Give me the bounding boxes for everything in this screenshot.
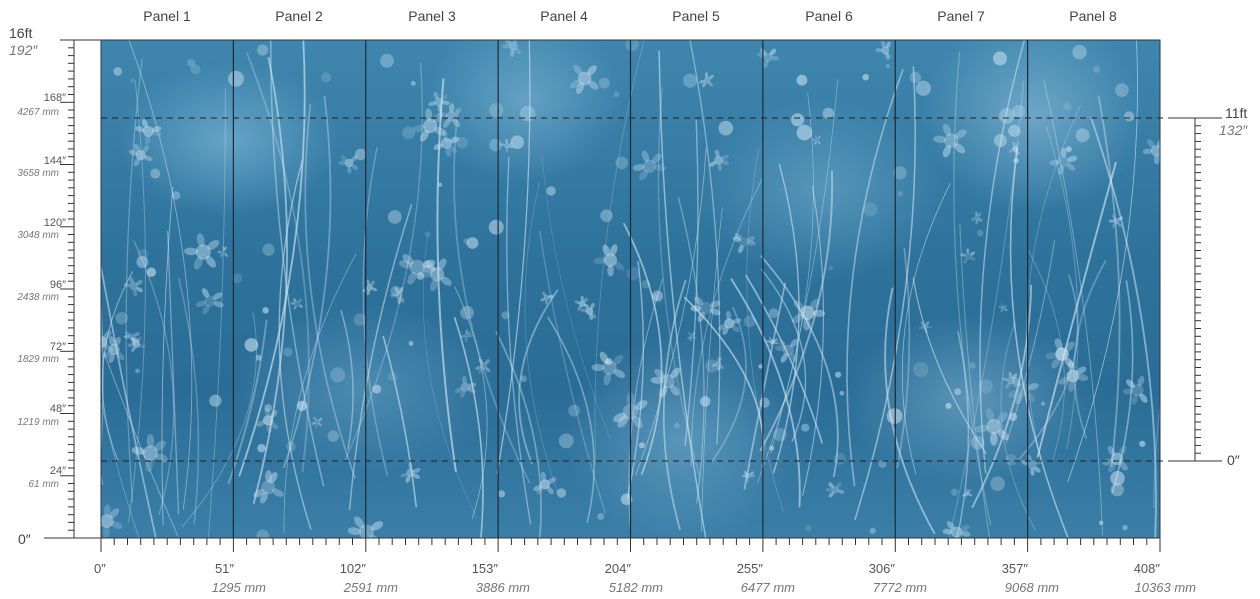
panel-seams [232,40,1029,538]
bottom-tick-inch: 102″ [339,561,366,576]
left-tick-inch: 168″ [43,92,66,104]
left-tick-mm: 4267 mm [17,107,59,118]
bottom-tick-inch: 204″ [604,561,631,576]
left-tick-inch: 24″ [49,465,66,477]
bottom-tick-inch: 255″ [736,561,763,576]
flowers-layer [101,40,1160,538]
left-top-inch: 192″ [9,42,38,58]
panel-label: Panel 1 [143,8,191,24]
left-tick-inch: 120″ [43,217,66,229]
bottom-tick-mm: 10363 mm [1134,580,1196,595]
left-tick-mm: 1219 mm [17,417,59,428]
bottom-tick-inch: 306″ [868,561,895,576]
left-tick-mm: 3658 mm [17,168,59,179]
bottom-ruler [100,537,1161,552]
panel-label: Panel 3 [408,8,456,24]
panel-label: Panel 8 [1069,8,1117,24]
bottom-tick-mm: 9068 mm [1004,580,1059,595]
right-top-inch: 132″ [1219,122,1248,138]
panel-label: Panel 5 [672,8,720,24]
left-tick-mm: 2438 mm [17,292,59,303]
left-tick-inch: 144″ [43,155,66,167]
left-tick-mm: 61 mm [28,479,59,490]
right-ruler [1168,117,1222,462]
right-bottom-label: 0″ [1227,452,1240,468]
bottom-tick-inch: 408″ [1133,561,1160,576]
bottom-tick-mm: 3886 mm [475,580,530,595]
left-top-ft: 16ft [9,25,33,41]
left-tick-mm: 1829 mm [17,354,59,365]
left-origin-label: 0″ [18,531,31,547]
left-tick-inch: 48″ [49,403,66,415]
bottom-tick-mm: 1295 mm [211,580,266,595]
stems-layer [101,40,1160,538]
left-tick-inch: 72″ [49,341,66,353]
right-top-ft: 11ft [1225,105,1248,121]
bottom-tick-mm: 5182 mm [608,580,663,595]
bottom-tick-inch: 153″ [471,561,498,576]
bottom-origin-label: 0″ [94,561,106,576]
panel-label: Panel 7 [937,8,985,24]
bottom-tick-mm: 7772 mm [872,580,927,595]
bottom-tick-inch: 357″ [1001,561,1028,576]
botanical-pattern [101,40,1160,538]
bottom-tick-mm: 2591 mm [343,580,398,595]
panel-label: Panel 6 [805,8,853,24]
panel-label: Panel 4 [540,8,588,24]
panel-label: Panel 2 [275,8,323,24]
left-tick-mm: 3048 mm [17,230,59,241]
wall-height-guides [101,117,1198,462]
left-ruler [44,39,101,539]
bottom-tick-mm: 6477 mm [740,580,795,595]
bottom-tick-inch: 51″ [214,561,234,576]
left-tick-inch: 96″ [49,279,66,291]
